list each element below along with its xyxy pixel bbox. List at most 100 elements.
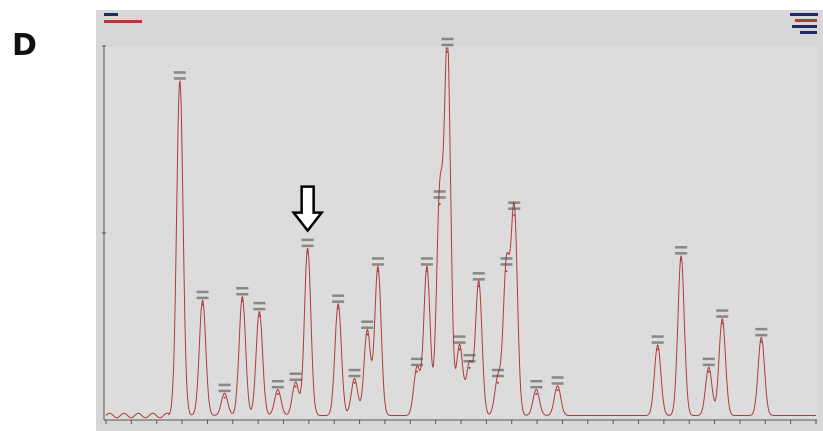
peak-annotation — [196, 290, 209, 294]
header-text-mark — [790, 13, 818, 16]
peak — [348, 368, 361, 384]
peak — [410, 357, 423, 373]
peak-annotation — [472, 278, 485, 281]
peak-annotation — [289, 372, 302, 376]
peak — [530, 379, 543, 395]
peak-annotation — [675, 246, 688, 249]
header-decoration — [104, 13, 818, 34]
peak-point — [656, 348, 659, 351]
peak-point — [366, 333, 369, 336]
peak — [755, 327, 768, 343]
peak-point — [680, 259, 683, 262]
peak-point — [477, 285, 480, 288]
peak-annotation — [173, 77, 186, 80]
peak-annotation — [361, 320, 374, 323]
peak-annotation — [236, 292, 249, 296]
peak-point — [306, 251, 309, 254]
peak-annotation — [755, 327, 768, 331]
peak-point — [438, 203, 441, 206]
peak-point — [556, 389, 559, 392]
peak — [173, 71, 186, 87]
peak-annotation — [289, 378, 302, 382]
peak-annotation — [530, 379, 543, 383]
peak-point — [505, 270, 508, 273]
peak-annotation — [301, 244, 314, 248]
peak — [453, 335, 466, 351]
peak — [236, 286, 249, 302]
peak-annotation — [716, 309, 729, 312]
peak-annotation — [702, 363, 715, 367]
header-text-mark — [792, 25, 817, 28]
peak-annotation — [420, 257, 433, 260]
peak — [361, 320, 374, 336]
peak-point — [353, 381, 356, 384]
peak-annotation — [508, 207, 521, 210]
header-text-mark — [800, 31, 817, 34]
peak-annotation — [433, 190, 446, 193]
peak — [675, 246, 688, 262]
peak-point — [446, 50, 449, 53]
peak-point — [241, 299, 244, 302]
peak-point — [721, 322, 724, 325]
peak-annotation — [410, 357, 423, 361]
peak-point — [415, 370, 418, 373]
peak — [716, 309, 729, 325]
peak-point — [178, 84, 181, 87]
chromatogram-panel — [96, 10, 823, 431]
peak-point — [337, 307, 340, 310]
peak-point — [496, 381, 499, 384]
peak-annotation — [410, 363, 423, 367]
peak-annotation — [453, 335, 466, 338]
peak-point — [458, 348, 461, 351]
peak-annotation — [755, 333, 768, 337]
peak-annotation — [361, 326, 374, 329]
peak — [551, 376, 564, 392]
header-text-mark — [104, 13, 118, 16]
peak-annotation — [348, 374, 361, 378]
peak — [301, 238, 314, 254]
peak-annotation — [675, 252, 688, 255]
peak-annotation — [651, 341, 664, 344]
peak-markers — [173, 37, 768, 399]
peak — [500, 257, 513, 273]
peak-annotation — [472, 272, 485, 275]
peak-annotation — [371, 263, 384, 266]
peak — [271, 379, 284, 395]
x-tick-marks — [105, 420, 817, 424]
header-text-mark — [795, 19, 817, 22]
peak-annotation — [196, 296, 209, 300]
peak-annotation — [500, 257, 513, 260]
peak-annotation — [433, 196, 446, 199]
peak-annotation — [491, 368, 504, 372]
peak — [702, 357, 715, 373]
peak-annotation — [420, 263, 433, 266]
peak-point — [513, 214, 516, 217]
peak-point — [276, 392, 279, 395]
peak-point — [425, 270, 428, 273]
peak-point — [223, 396, 226, 399]
peak — [332, 294, 345, 310]
chromatogram-svg — [102, 13, 818, 424]
peak-point — [760, 340, 763, 343]
peak-annotation — [332, 300, 345, 303]
peak-point — [707, 370, 710, 373]
plot-axes — [102, 45, 817, 421]
peak-annotation — [702, 357, 715, 361]
peak — [441, 37, 454, 53]
peak — [472, 272, 485, 288]
peak-annotation — [218, 383, 231, 387]
peak — [218, 383, 231, 399]
chromatogram-trace — [105, 47, 816, 419]
peak — [491, 368, 504, 384]
peak-annotation — [218, 389, 231, 393]
peak-annotation — [253, 301, 266, 305]
peak-annotation — [453, 341, 466, 344]
peak-point — [258, 314, 261, 317]
peak — [371, 257, 384, 273]
peak-annotation — [463, 359, 476, 363]
peak — [420, 257, 433, 273]
peak-annotation — [508, 201, 521, 204]
peak-annotation — [371, 257, 384, 260]
peak-annotation — [173, 71, 186, 74]
peak — [253, 301, 266, 317]
